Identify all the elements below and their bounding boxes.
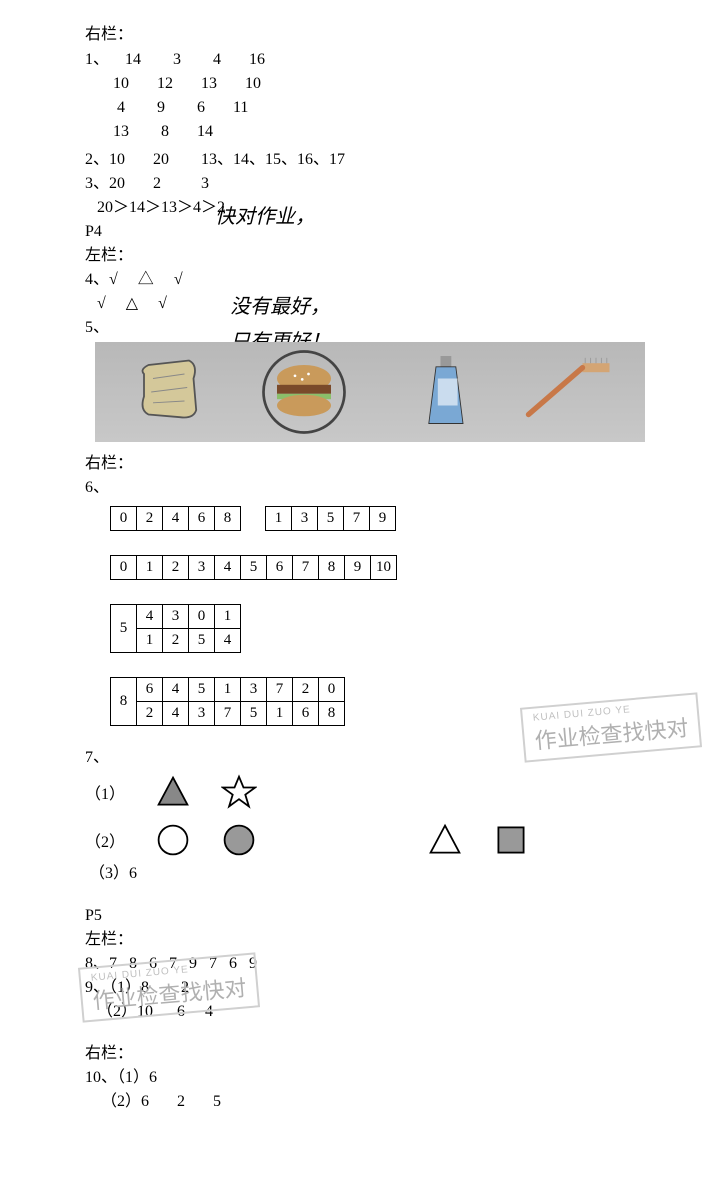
q7-label: 7、 <box>85 746 720 770</box>
q6-label: 6、 <box>85 476 720 500</box>
left-col-2: 左栏： <box>85 928 720 952</box>
p4-label: P4 <box>85 220 720 244</box>
triangle-outline-icon <box>427 822 463 858</box>
toothbrush-icon <box>514 347 624 437</box>
right-col-3: 右栏： <box>85 1042 720 1066</box>
burger-icon <box>249 347 359 437</box>
q7-sub1: （1） <box>85 774 720 810</box>
q6-t1: 13579 <box>265 506 396 531</box>
q4-row0: 4、√ △ √ <box>85 268 720 292</box>
square-filled-icon <box>493 822 529 858</box>
handwriting-2: 没有最好， <box>230 290 330 319</box>
q1-block: 1、 14 3 4 16 10 12 13 10 4 9 6 11 13 8 1… <box>85 48 720 144</box>
q7-sub3: （3）6 <box>85 862 720 886</box>
left-col-1: 左栏： <box>85 244 720 268</box>
q1-row0: 1、 14 3 4 16 <box>85 48 720 72</box>
toothpaste-icon <box>381 347 491 437</box>
q3-row: 3、20 2 3 <box>85 172 720 196</box>
q8-row: 8、7 8 6 7 9 7 6 9 <box>85 952 720 976</box>
q1-row1: 10 12 13 10 <box>85 72 720 96</box>
circle-outline-icon <box>155 822 191 858</box>
q4-row1: √ △ √ <box>85 292 720 316</box>
q7-sub2: （2） <box>85 822 720 858</box>
q2-row: 2、10 20 13、14、15、16、17 <box>85 148 720 172</box>
q6-tables-line4: 86451372024375168 <box>85 671 720 732</box>
q10-sub1: 10、（1）6 <box>85 1066 720 1090</box>
circle-filled-icon <box>221 822 257 858</box>
sub1-label: （1） <box>85 780 125 804</box>
q1-row3: 13 8 14 <box>85 120 720 144</box>
cloth-icon <box>116 347 226 437</box>
p5-label: P5 <box>85 904 720 928</box>
q6-t3: 543011254 <box>110 604 241 653</box>
q3-chain: 20＞14＞13＞4＞2 <box>85 196 720 220</box>
handwriting-1: 快对作业， <box>215 200 315 229</box>
q5-label: 5、 <box>85 316 720 340</box>
q9-sub2: （2）10 6 4 <box>85 1000 720 1024</box>
q9-sub1: 9、（1）8 2 <box>85 976 720 1000</box>
triangle-filled-icon <box>155 774 191 810</box>
q10-sub2: （2）6 2 5 <box>85 1090 720 1114</box>
sub2-label: （2） <box>85 828 125 852</box>
image-strip <box>95 342 645 442</box>
q6-tables-line1: 02468 13579 <box>85 500 720 537</box>
q6-t0: 02468 <box>110 506 241 531</box>
header-text: 右栏： <box>85 26 133 43</box>
q1-row2: 4 9 6 11 <box>85 96 720 120</box>
right-col-2: 右栏： <box>85 452 720 476</box>
star-outline-icon <box>221 774 257 810</box>
q6-tables-line2: 012345678910 <box>85 549 720 586</box>
q6-t4: 86451372024375168 <box>110 677 345 726</box>
q6-tables-line3: 543011254 <box>85 598 720 659</box>
q6-t2: 012345678910 <box>110 555 397 580</box>
right-column-header: 右栏： <box>85 20 720 44</box>
